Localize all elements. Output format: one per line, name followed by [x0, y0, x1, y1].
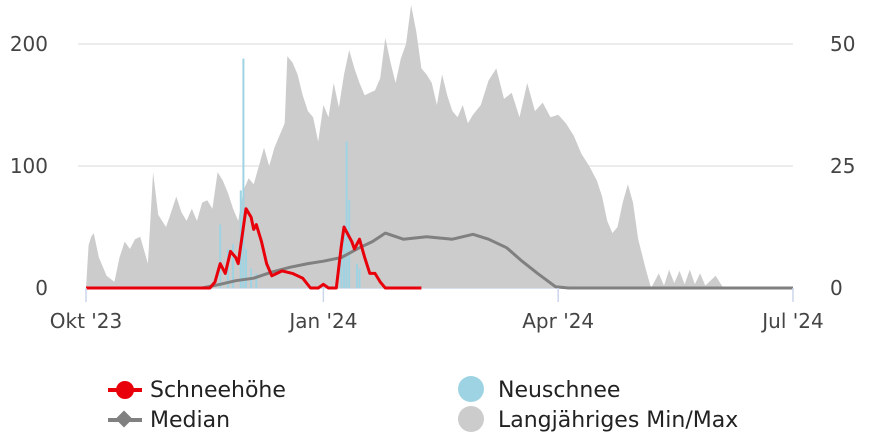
legend-line-diamond-icon [108, 409, 142, 431]
legend-label: Langjähriges Min/Max [498, 407, 739, 433]
neuschnee-bar [245, 249, 247, 288]
legend-item-min-max[interactable]: Langjähriges Min/Max [456, 406, 738, 434]
y-right-tick-label: 25 [830, 154, 855, 178]
x-tick-label: Jan '24 [287, 309, 357, 333]
y-left-tick-label: 200 [10, 32, 48, 56]
min-max-area [86, 5, 793, 288]
x-tick-label: Apr '24 [522, 309, 594, 333]
legend-item-median[interactable]: Median [108, 406, 230, 434]
legend-item-schneehoehe[interactable]: Schneehöhe [108, 376, 286, 404]
y-left-tick-label: 100 [10, 154, 48, 178]
median-line [86, 231, 793, 290]
legend-circle-icon [456, 376, 490, 402]
schneehoehe-line [86, 207, 422, 290]
legend-line-dot-icon [108, 379, 142, 401]
legend-label: Schneehöhe [150, 377, 286, 403]
neuschnee-bar [345, 141, 348, 288]
neuschnee-bar [340, 249, 343, 288]
neuschnee-bar [255, 273, 258, 288]
legend-circle-icon [456, 406, 490, 432]
y-left-tick-label: 0 [35, 276, 48, 300]
legend-label: Neuschnee [498, 377, 621, 403]
x-tick-label: Jul '24 [760, 309, 823, 333]
neuschnee-bar [358, 268, 361, 288]
neuschnee-bar [219, 224, 222, 288]
neuschnee-bar [348, 200, 351, 288]
x-tick-label: Okt '23 [50, 309, 122, 333]
legend-label: Median [150, 407, 231, 433]
neuschnee-bar [355, 263, 358, 288]
y-right-tick-label: 0 [830, 276, 843, 300]
legend-item-neuschnee[interactable]: Neuschnee [456, 376, 620, 404]
y-right-tick-label: 50 [830, 32, 855, 56]
neuschnee-bar [242, 58, 245, 288]
neuschnee-bar [232, 244, 235, 288]
